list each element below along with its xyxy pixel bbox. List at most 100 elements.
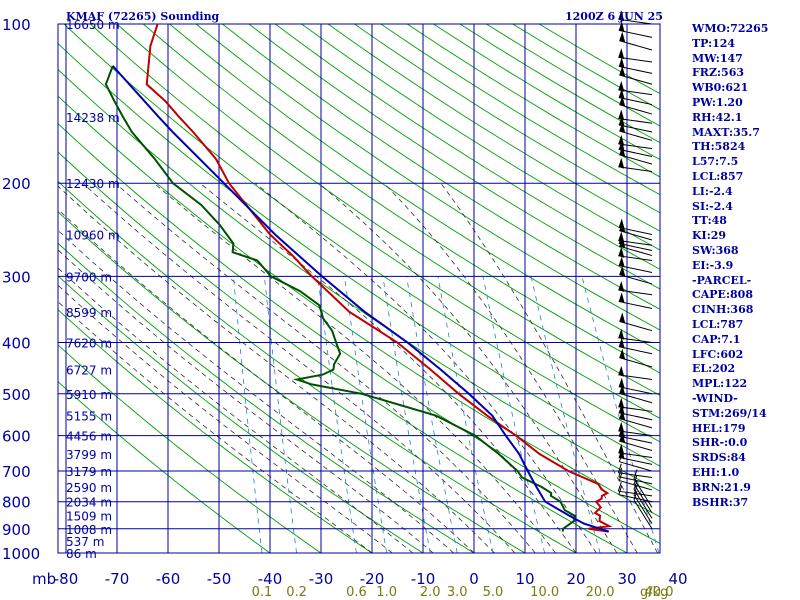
temperature-tick-label: 20 — [566, 570, 585, 588]
height-label: 1008 m — [66, 523, 112, 537]
index-row: SHR-:0.0 — [692, 436, 748, 450]
wind-barb — [618, 452, 653, 472]
dry-adiabats — [58, 24, 660, 553]
height-label: 5155 m — [66, 410, 112, 424]
wind-barb — [619, 432, 653, 451]
dry-adiabat — [90, 24, 660, 419]
dry-adiabat — [222, 24, 660, 310]
index-row: CINH:368 — [692, 303, 754, 317]
mixing-ratio-line — [317, 276, 357, 553]
index-row: MPL:122 — [692, 377, 748, 391]
wind-barb — [619, 122, 653, 141]
height-label: 5910 m — [66, 388, 112, 402]
moist-adiabat — [153, 182, 556, 553]
chart-time: 1200Z 6 JUN 25 — [565, 10, 663, 23]
mixing-ratio-label: 10.0 — [530, 585, 559, 600]
wind-barb — [619, 312, 653, 332]
mixing-ratio-label: 0.1 — [252, 585, 273, 600]
wind-barb — [618, 48, 653, 63]
wind-barbs — [617, 10, 653, 530]
mixing-ratio-label: 20.0 — [586, 585, 615, 600]
pressure-tick-label: 100 — [2, 16, 31, 34]
index-row: CAP:7.1 — [692, 332, 741, 346]
index-row: LCL:787 — [692, 317, 744, 331]
temperature-tick-label: -50 — [207, 570, 232, 588]
dry-adiabat — [63, 24, 660, 443]
index-row: MAXT:35.7 — [692, 125, 760, 139]
index-row: SW:368 — [692, 243, 739, 257]
moist-adiabat — [58, 301, 373, 553]
mixing-ratio-label: 1.0 — [376, 585, 397, 600]
wind-barb — [618, 109, 653, 124]
dry-adiabat — [58, 242, 475, 553]
mixing-ratio-line — [264, 276, 297, 553]
wind-barb — [618, 134, 653, 150]
wind-barb — [633, 485, 653, 524]
mixing-ratio-label: 40.0 — [645, 585, 674, 600]
wind-barb — [633, 490, 653, 530]
dry-adiabat — [58, 151, 628, 553]
moist-adiabat — [383, 182, 638, 553]
index-row: PW:1.20 — [692, 95, 743, 109]
dry-adiabat — [142, 24, 660, 374]
axis-unit-label: mb — [32, 570, 56, 588]
index-row: L57:7.5 — [692, 155, 739, 169]
index-row: CAPE:808 — [692, 288, 753, 302]
mixing-ratio-line — [382, 276, 431, 553]
temperature-tick-label: 0 — [469, 570, 479, 588]
mixing-ratio-unit: g/kg — [640, 585, 668, 600]
index-row: MW:147 — [692, 51, 743, 65]
moist-adiabat — [58, 229, 454, 553]
wind-barb — [619, 95, 653, 115]
wind-barb — [618, 443, 653, 459]
wind-barb — [618, 365, 653, 381]
wind-barb — [618, 246, 653, 262]
index-row: TP:124 — [692, 36, 736, 50]
wind-barb — [618, 403, 653, 421]
height-label: 3799 m — [66, 448, 112, 462]
index-row: LFC:602 — [692, 347, 744, 361]
index-row: RH:42.1 — [692, 110, 743, 124]
wind-barb — [618, 157, 653, 172]
wind-barb — [618, 485, 653, 503]
pressure-tick-label: 200 — [2, 175, 31, 193]
wind-barb — [619, 31, 653, 51]
height-label: 10960 m — [66, 229, 120, 243]
index-row: HEL:179 — [692, 421, 746, 435]
index-row: LCL:857 — [692, 169, 744, 183]
wind-barb — [618, 115, 653, 133]
temperature-tick-label: 30 — [617, 570, 636, 588]
index-row: WMO:72265 — [692, 22, 769, 35]
dry-adiabat — [58, 123, 660, 544]
wind-barb — [633, 480, 653, 519]
sounding-traces — [104, 24, 613, 533]
wind-barb — [618, 10, 653, 25]
temperature-tick-label: -20 — [360, 570, 385, 588]
dry-adiabat — [116, 24, 660, 396]
index-row: EI:-3.9 — [692, 258, 734, 272]
index-row: FRZ:563 — [692, 66, 745, 80]
index-row: EL:202 — [692, 362, 736, 376]
wind-barb — [633, 469, 653, 508]
height-label: 16650 m — [66, 18, 120, 32]
pressure-tick-label: 300 — [2, 268, 31, 286]
moist-adiabat — [82, 182, 516, 553]
wind-barb — [618, 281, 653, 296]
height-label: 4456 m — [66, 430, 112, 444]
dry-adiabat — [169, 24, 660, 352]
mixing-ratio-label: 0.2 — [286, 585, 307, 600]
moist-adiabat — [255, 182, 597, 553]
index-row: SI:-2.4 — [692, 199, 733, 213]
pressure-tick-label: 500 — [2, 386, 31, 404]
wind-barb — [619, 384, 653, 404]
wind-barb — [618, 292, 653, 309]
pressure-tick-label: 800 — [2, 494, 31, 512]
mixing-ratio-label: 2.0 — [420, 585, 441, 600]
temperature-tick-label: -80 — [54, 570, 79, 588]
chart-title: KMAF (72265) Sounding — [66, 10, 220, 23]
height-label: 14238 m — [66, 111, 120, 125]
dry-adiabat — [58, 381, 271, 553]
wind-barb — [618, 80, 653, 96]
